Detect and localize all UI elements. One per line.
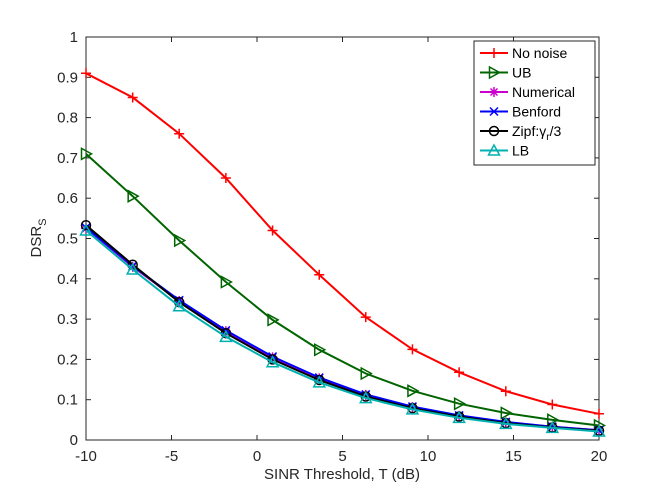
- data-point: [312, 375, 327, 388]
- series-line: [85, 226, 600, 432]
- data-point: [80, 147, 94, 161]
- data-point: [500, 406, 513, 420]
- legend-label: LB: [512, 143, 529, 159]
- y-tick-label: 0.4: [57, 271, 78, 288]
- legend-label: Zipf:γr/3: [512, 123, 561, 143]
- y-tick-label: 0.8: [57, 110, 78, 127]
- legend-label: UB: [512, 65, 531, 81]
- x-tick-label: 15: [505, 448, 522, 465]
- data-point: [79, 223, 93, 236]
- data-point: [360, 366, 373, 381]
- data-point: [80, 219, 92, 231]
- legend-entry: Zipf:γr/3: [480, 123, 561, 143]
- y-axis-title-sub: S: [37, 218, 49, 225]
- data-point: [173, 233, 187, 248]
- data-point: [314, 269, 325, 280]
- series-layer: [79, 68, 607, 437]
- data-point: [407, 384, 420, 398]
- y-tick-label: 1: [70, 29, 78, 46]
- series-line: [85, 229, 600, 433]
- series-ub: [80, 147, 607, 433]
- data-point: [267, 225, 278, 236]
- data-point: [500, 386, 511, 397]
- y-tick-label: 0.5: [57, 231, 78, 248]
- data-point: [547, 399, 558, 410]
- x-tick-label: -10: [75, 448, 97, 465]
- y-tick-label: 0.2: [57, 351, 78, 368]
- legend: No noise UB Numerical Benford Zipf:γr/3LB: [473, 40, 596, 166]
- x-axis-title: SINR Threshold, T (dB): [264, 466, 420, 483]
- data-point: [127, 189, 140, 203]
- data-point: [125, 262, 140, 275]
- data-point: [488, 65, 502, 80]
- data-point: [220, 173, 231, 184]
- series-line: [85, 153, 600, 427]
- data-point: [594, 408, 604, 419]
- data-point: [489, 48, 499, 58]
- data-point: [488, 125, 500, 137]
- data-point: [489, 87, 499, 97]
- y-tick-label: 0.3: [57, 311, 78, 328]
- data-point: [219, 329, 233, 343]
- data-point: [174, 128, 185, 139]
- y-tick-label: 0.6: [57, 190, 78, 207]
- axis-ticks: -10 -5 0 5 10 15 20 0 0.1 0.2 0.3 0.4 0.5 0.6 0.7 0.8 0.…: [57, 29, 607, 465]
- legend-label: No noise: [512, 45, 567, 61]
- x-tick-label: -5: [165, 448, 178, 465]
- x-tick-label: 10: [420, 448, 437, 465]
- data-point: [267, 313, 280, 327]
- legend-entry: Benford: [480, 104, 561, 120]
- data-point: [405, 402, 420, 415]
- legend-entry: UB: [480, 65, 531, 81]
- data-point: [360, 312, 371, 323]
- data-point: [81, 68, 91, 79]
- y-tick-label: 0.9: [57, 69, 78, 86]
- legend-label: Numerical: [512, 84, 575, 100]
- legend-entry: No noise: [480, 45, 567, 61]
- series-lb: [79, 223, 606, 437]
- y-axis-title: DSRS: [28, 218, 49, 257]
- data-point: [592, 424, 606, 437]
- data-point: [313, 342, 327, 357]
- y-tick-label: 0.7: [57, 150, 78, 167]
- data-point: [220, 275, 233, 289]
- x-tick-label: 20: [591, 448, 608, 465]
- data-point: [265, 355, 280, 368]
- data-point: [453, 396, 467, 411]
- data-point: [487, 143, 501, 156]
- legend-entry: LB: [480, 143, 529, 159]
- series-line: [85, 72, 600, 415]
- data-point: [172, 299, 186, 312]
- y-tick-label: 0: [70, 432, 78, 449]
- data-point: [358, 391, 373, 404]
- legend-label: Benford: [512, 104, 561, 120]
- data-point: [545, 420, 560, 434]
- x-tick-label: 0: [253, 448, 261, 465]
- data-point: [489, 106, 499, 117]
- legend-entry: Numerical: [480, 84, 575, 100]
- x-tick-label: 5: [338, 448, 346, 465]
- data-point: [454, 367, 465, 378]
- data-point: [127, 92, 138, 103]
- data-point: [499, 416, 513, 430]
- y-tick-label: 0.1: [57, 392, 78, 409]
- y-axis-title-main: DSR: [28, 226, 45, 258]
- data-point: [407, 344, 418, 355]
- series-no-noise: [81, 68, 604, 419]
- data-point: [452, 410, 466, 424]
